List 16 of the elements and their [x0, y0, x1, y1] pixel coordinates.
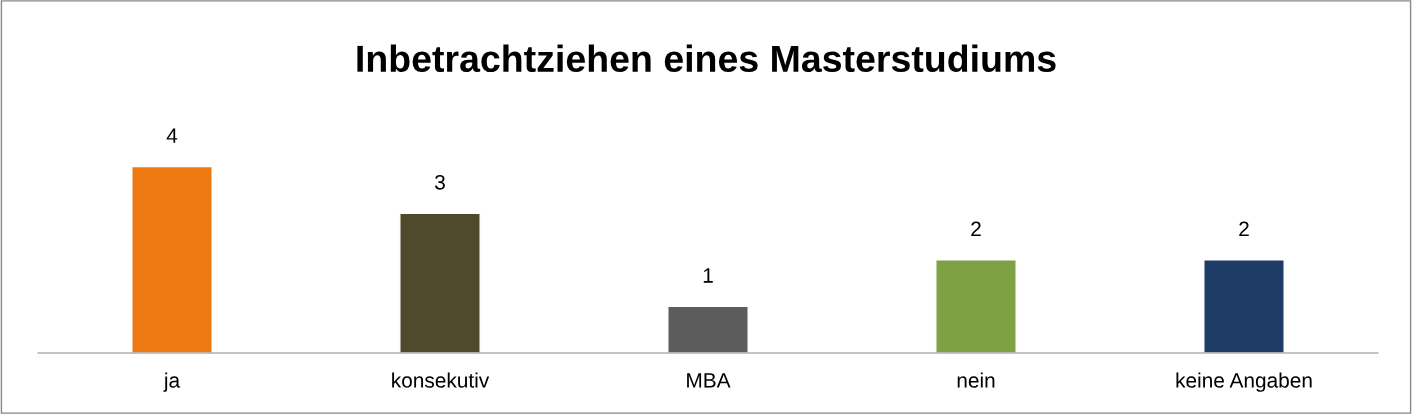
chart-title: Inbetrachtziehen eines Masterstudiums [357, 44, 1056, 73]
x-tick-label: konsekutiv [392, 372, 490, 388]
data-label: 1 [703, 268, 713, 283]
bar [399, 212, 481, 353]
x-tick-label: nein [957, 372, 995, 388]
bar [935, 259, 1017, 353]
x-tick-label: keine Angaben [1176, 372, 1312, 392]
x-tick-label: ja [163, 372, 181, 392]
bar [1203, 259, 1285, 353]
x-tick-label: MBA [687, 373, 731, 388]
bar [667, 305, 749, 353]
data-label: 2 [971, 221, 981, 237]
data-label: 4 [166, 128, 178, 143]
data-label: 2 [1239, 221, 1249, 237]
data-label: 3 [435, 174, 445, 190]
bar [131, 165, 213, 353]
